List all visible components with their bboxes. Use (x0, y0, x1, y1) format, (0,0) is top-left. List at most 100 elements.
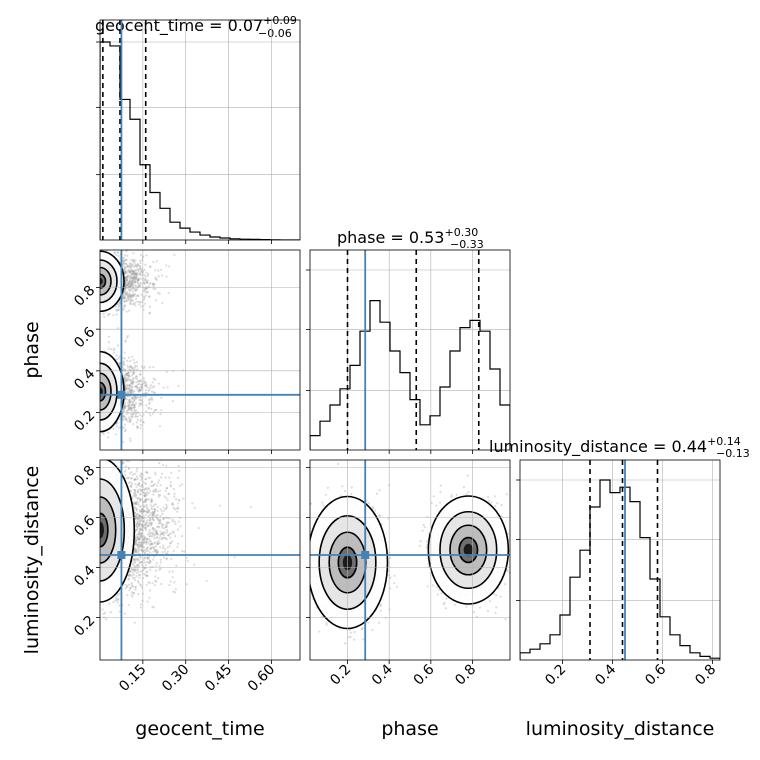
sample-point (159, 530, 162, 533)
sample-point (131, 372, 135, 375)
sample-point (154, 549, 158, 553)
sample-point (137, 270, 140, 273)
sample-point (137, 382, 140, 386)
sample-point (132, 558, 136, 561)
sample-point (149, 265, 152, 269)
sample-point (150, 521, 154, 525)
sample-point (179, 525, 182, 528)
sample-point (136, 280, 139, 284)
sample-point (107, 335, 111, 338)
sample-point (131, 495, 134, 498)
sample-point (139, 427, 142, 430)
sample-point (163, 531, 167, 534)
sample-point (136, 426, 139, 430)
title-geocent-time-median: 0.07 (228, 16, 264, 35)
sample-point (162, 386, 165, 389)
sample-point (133, 368, 136, 371)
sample-point (127, 460, 131, 463)
sample-point (153, 510, 156, 513)
sample-point (125, 387, 128, 390)
sample-point (165, 557, 168, 560)
sample-point (117, 327, 120, 330)
sample-point (135, 523, 139, 526)
sample-point (140, 569, 143, 573)
sample-point (140, 532, 143, 536)
sample-point (144, 563, 148, 566)
sample-point (134, 494, 137, 497)
sample-point (129, 420, 132, 423)
sample-point (123, 357, 127, 360)
sample-point (126, 275, 129, 278)
sample-point (118, 355, 121, 358)
sample-point (135, 294, 138, 298)
sample-point (144, 277, 147, 280)
sample-point (136, 379, 140, 383)
sample-point (145, 493, 149, 497)
sample-point (115, 253, 118, 257)
sample-point (150, 534, 154, 538)
sample-point (171, 400, 174, 403)
sample-point (147, 273, 150, 276)
sample-point (149, 476, 152, 479)
sample-point (123, 612, 126, 615)
sample-point (127, 404, 130, 407)
sample-point (127, 296, 130, 299)
sample-point (136, 282, 140, 285)
sample-point (142, 538, 146, 542)
sample-point (130, 415, 133, 418)
sample-point (154, 488, 157, 491)
sample-point (140, 490, 143, 493)
sample-point (154, 408, 157, 412)
sample-point (101, 608, 104, 611)
sample-point (124, 277, 127, 280)
sample-point (159, 519, 162, 522)
sample-point (138, 544, 141, 547)
sample-point (171, 520, 174, 523)
sample-point (138, 514, 141, 517)
sample-point (128, 400, 131, 403)
sample-point (123, 374, 126, 378)
sample-point (144, 381, 148, 384)
density-plot-area (100, 250, 300, 450)
sample-point (124, 284, 127, 288)
sample-point (122, 296, 126, 299)
sample-point (148, 282, 151, 285)
sample-point (148, 519, 151, 522)
sample-point (154, 490, 157, 493)
sample-point (128, 404, 131, 407)
sample-point (151, 527, 154, 530)
sample-point (131, 377, 134, 380)
sample-point (148, 366, 152, 369)
sample-point (138, 402, 141, 405)
sample-point (157, 291, 160, 294)
sample-point (139, 499, 142, 502)
sample-point (152, 512, 155, 516)
sample-point (110, 450, 112, 452)
sample-point (122, 362, 125, 366)
sample-point (124, 423, 127, 426)
sample-point (108, 313, 111, 316)
sample-point (135, 538, 138, 541)
sample-point (153, 508, 156, 511)
sample-point (130, 289, 133, 292)
sample-point (157, 522, 160, 525)
sample-point (146, 574, 149, 577)
sample-point (143, 538, 146, 541)
sample-point (144, 263, 147, 266)
sample-point (134, 558, 137, 562)
sample-point (125, 276, 129, 279)
sample-point (135, 513, 139, 516)
sample-point (164, 525, 167, 529)
sample-point (110, 456, 112, 458)
sample-point (135, 523, 138, 526)
sample-point (129, 364, 132, 368)
sample-point (126, 379, 129, 382)
sample-point (134, 539, 137, 542)
sample-point (159, 457, 161, 459)
sample-point (134, 511, 137, 514)
sample-point (123, 289, 126, 293)
sample-point (139, 603, 143, 606)
sample-point (158, 546, 162, 549)
sample-point (126, 390, 129, 393)
